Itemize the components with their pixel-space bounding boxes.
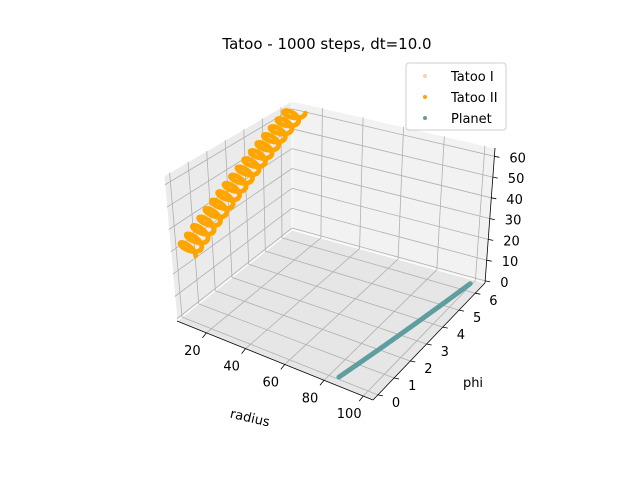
x-grid-floor [323,269,438,381]
x-tick-mark [202,332,207,339]
y-tick-mark [442,326,448,329]
x-tick-mark [319,380,325,386]
z-tick-label: 50 [508,172,525,187]
z-tick-label: 0 [500,276,508,291]
z-grid-back [291,148,492,199]
legend-label-planet: Planet [451,112,492,127]
axes [176,147,500,402]
y-tick-label: 4 [457,328,465,343]
z-tick-mark [485,280,491,283]
legend-marker-tatoo-i [423,74,427,78]
legend-marker-tatoo-ii [423,95,427,99]
z-grid-back [291,128,493,178]
y-tick-label: 3 [441,345,449,360]
z-tick-label: 60 [509,151,526,166]
x-tick-mark [241,348,246,354]
x-axis-label: radius [229,407,272,431]
y-tick-mark [426,343,432,346]
x-tick-label: 80 [302,391,319,406]
z-grid-left [174,207,293,297]
x-grid-floor [284,258,399,365]
y-grid-floor [231,277,427,345]
z-tick-label: 10 [502,255,519,270]
x-tick-label: 60 [263,375,280,390]
y-tick-mark [458,309,465,312]
z-tick-label: 20 [503,234,520,249]
y-tick-mark [410,360,416,363]
legend-marker-planet [423,116,427,120]
z-tick-mark [486,259,492,262]
y-tick-label: 1 [408,379,416,394]
legend: Tatoo I Tatoo II Planet [405,62,507,131]
y-tick-label: 0 [392,396,400,411]
x-tick-label: 100 [337,407,362,422]
y-tick-mark [394,377,400,380]
z-tick-mark [492,176,498,179]
y-grid-floor [248,263,443,328]
legend-box [405,62,507,131]
grid-lines [164,107,495,397]
y-grid-floor [198,303,395,379]
x-tick-mark [280,364,286,370]
y-tick-mark [377,394,383,397]
legend-label-tatoo-ii: Tatoo II [450,91,498,106]
z-grid-back [291,207,487,261]
x-tick-mark [358,395,364,402]
z-tick-mark [491,197,497,200]
x-grid-floor [245,248,360,349]
y-grid-floor [265,250,460,311]
z-grid-left [164,108,293,186]
z-tick-label: 40 [506,193,523,208]
z-grid-back [291,168,490,219]
z-grid-left [172,187,293,275]
x-tick-label: 20 [184,344,201,359]
z-grid-back [291,227,486,282]
z-grid-back [291,108,495,157]
y-grid-floor [281,237,476,294]
z-axis-line [484,147,496,284]
x-grid-floor [362,280,476,397]
z-tick-mark [488,239,494,241]
z-tick-mark [489,218,495,220]
z-grid-left [176,227,293,320]
z-tick-mark [494,155,500,158]
data-points [177,108,473,380]
z-tick-label: 30 [505,214,522,229]
z-grid-back [291,187,489,240]
y-axis-label: phi [463,376,483,391]
y-tick-label: 6 [489,294,497,309]
legend-label-tatoo-i: Tatoo I [450,70,494,85]
y-grid-floor [181,316,379,396]
x-axis-line [176,320,374,401]
y-axis-line [372,282,486,401]
chart-title: Tatoo - 1000 steps, dt=10.0 [221,35,431,53]
planet-point [467,281,473,286]
y-tick-label: 5 [473,311,481,326]
tatoo-ii-point [303,110,308,116]
x-tick-label: 40 [223,360,240,375]
y-tick-mark [475,292,481,295]
y-tick-label: 2 [424,362,432,377]
x-grid-floor [206,237,322,334]
